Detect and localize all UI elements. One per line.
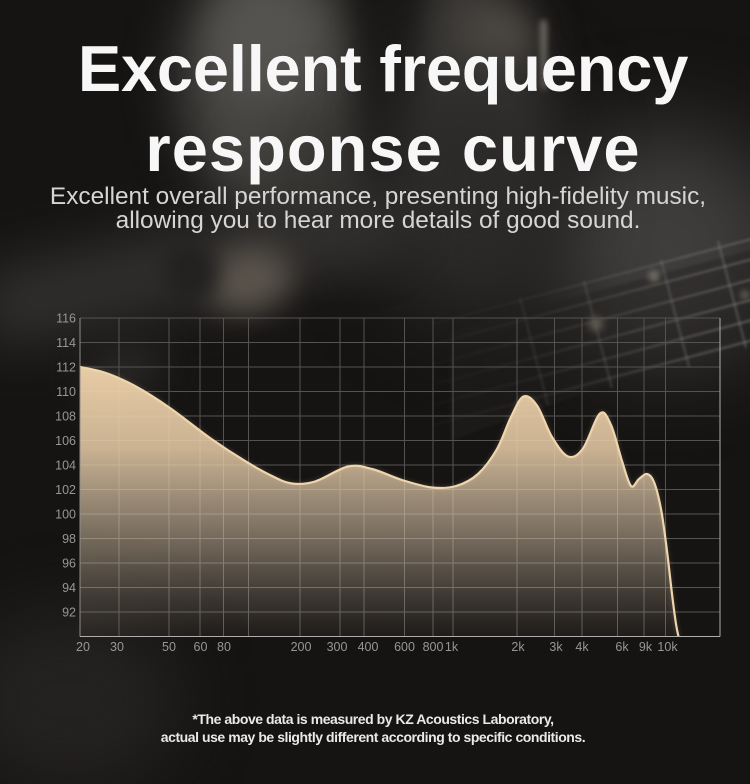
svg-text:102: 102 <box>55 483 76 497</box>
svg-text:800: 800 <box>423 640 444 654</box>
svg-text:100: 100 <box>55 508 76 522</box>
svg-text:110: 110 <box>56 385 76 399</box>
svg-text:10k: 10k <box>657 640 678 654</box>
svg-text:6k: 6k <box>615 640 629 654</box>
svg-text:9k: 9k <box>639 640 653 654</box>
svg-text:92: 92 <box>62 606 76 620</box>
svg-text:112: 112 <box>56 361 76 375</box>
svg-text:104: 104 <box>55 459 76 473</box>
svg-text:200: 200 <box>291 640 312 654</box>
svg-text:50: 50 <box>162 640 176 654</box>
svg-text:60: 60 <box>194 640 208 654</box>
svg-text:80: 80 <box>217 640 231 654</box>
svg-text:1k: 1k <box>445 640 459 654</box>
svg-text:20: 20 <box>76 640 90 654</box>
svg-text:400: 400 <box>358 640 379 654</box>
svg-text:2k: 2k <box>511 640 525 654</box>
svg-text:98: 98 <box>62 532 76 546</box>
svg-text:114: 114 <box>56 336 76 350</box>
svg-text:108: 108 <box>55 410 76 424</box>
svg-text:96: 96 <box>62 557 76 571</box>
svg-text:4k: 4k <box>575 640 589 654</box>
svg-text:300: 300 <box>327 640 348 654</box>
svg-text:94: 94 <box>62 581 76 595</box>
svg-text:30: 30 <box>110 640 124 654</box>
svg-text:106: 106 <box>55 434 76 448</box>
svg-text:116: 116 <box>56 312 76 326</box>
svg-text:3k: 3k <box>549 640 563 654</box>
svg-text:600: 600 <box>394 640 415 654</box>
